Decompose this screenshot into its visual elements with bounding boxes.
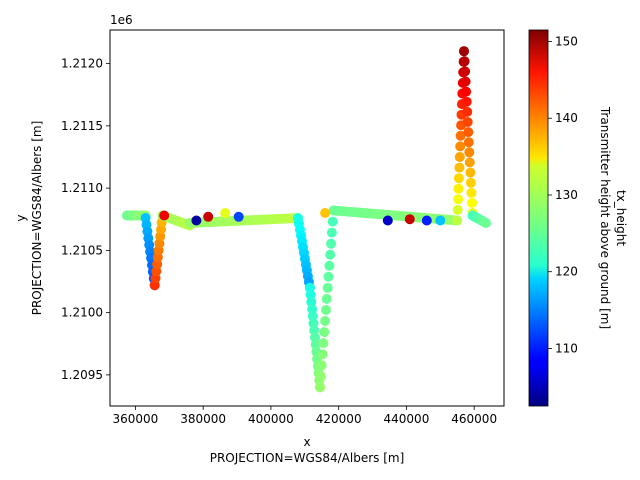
y-axis-label-line1: y — [14, 214, 28, 221]
scatter-point — [460, 66, 471, 77]
y-tick-label: 1.2095 — [61, 368, 103, 382]
scatter-point — [324, 260, 335, 271]
scatter-point — [203, 211, 214, 222]
scatter-point — [325, 249, 336, 260]
x-tick-label: 440000 — [384, 412, 430, 426]
scatter-point — [452, 215, 463, 226]
y-tick-label: 1.2105 — [61, 243, 103, 257]
scatter-point — [327, 216, 338, 227]
x-tick-label: 460000 — [451, 412, 497, 426]
scatter-point — [455, 130, 466, 141]
colorbar-label-line2: Transmitter height above ground [m] — [598, 106, 612, 329]
x-axis-label-line2: PROJECTION=WGS84/Albers [m] — [210, 451, 405, 465]
scatter-point — [467, 197, 477, 208]
scatter-point — [421, 215, 432, 226]
scatter-point — [320, 208, 331, 218]
scatter-point — [326, 227, 337, 238]
scatter-point — [460, 76, 471, 87]
colorbar-ticks: 110 120 130 140 150 — [548, 35, 578, 355]
colorbar — [528, 29, 549, 407]
x-tick-label: 400000 — [248, 412, 294, 426]
scatter-point — [382, 215, 393, 226]
scatter-point — [305, 289, 316, 300]
x-tick-label: 380000 — [180, 412, 226, 426]
y-axis-ticks: 1.2095 1.2100 1.2105 1.2110 1.2115 1.2120 — [61, 57, 110, 382]
x-tick-label: 420000 — [316, 412, 362, 426]
scatter-point — [320, 316, 331, 326]
scatter-point — [404, 214, 415, 225]
scatter-point — [322, 282, 333, 293]
x-axis-ticks: 360000 380000 400000 420000 440000 460000 — [113, 406, 497, 426]
scatter-point — [453, 183, 464, 194]
scatter-point — [481, 218, 491, 228]
scatter-point — [323, 271, 334, 282]
plot-frame — [109, 29, 505, 407]
scatter-point — [459, 56, 470, 67]
scatter-point — [452, 204, 463, 215]
x-axis-label-line1: x — [303, 435, 310, 449]
scatter-point — [463, 137, 474, 148]
colorbar-label-line1: tx_height — [614, 190, 628, 246]
scatter-point — [316, 360, 327, 371]
scatter-point — [455, 141, 466, 152]
scatter-point — [466, 187, 477, 198]
scatter-point — [321, 293, 332, 304]
scatter-point — [453, 173, 464, 184]
scatter-point — [464, 157, 475, 168]
scatter-point — [462, 106, 473, 117]
scatter-point — [465, 167, 476, 178]
scatter-point — [465, 177, 476, 188]
scatter-point — [454, 152, 465, 162]
colorbar-tick-label: 140 — [555, 111, 578, 125]
scatter-point — [233, 211, 244, 222]
scatter-point — [453, 194, 464, 205]
scatter-points — [121, 46, 491, 393]
scatter-point — [159, 210, 170, 221]
scatter-point — [319, 327, 330, 338]
colorbar-tick-label: 110 — [555, 341, 578, 355]
scatter-point — [315, 371, 326, 382]
y-axis-label-line2: PROJECTION=WGS84/Albers [m] — [30, 121, 44, 316]
scatter-point — [459, 46, 469, 57]
scatter-point — [317, 349, 328, 360]
y-tick-label: 1.2110 — [61, 181, 103, 195]
scatter-point — [464, 147, 475, 158]
scatter-point — [461, 96, 472, 107]
scatter-point — [315, 382, 325, 393]
scatter-point — [461, 86, 472, 97]
scatter-point — [463, 127, 474, 138]
scatter-point — [318, 338, 329, 349]
x-tick-label: 360000 — [113, 412, 159, 426]
scatter-point — [191, 215, 202, 226]
y-tick-label: 1.2120 — [61, 57, 103, 71]
colorbar-tick-label: 150 — [555, 35, 578, 49]
scatter-point — [321, 305, 331, 315]
scatter-point — [435, 215, 446, 226]
y-offset-label: 1e6 — [110, 13, 133, 27]
scatter-point — [454, 162, 465, 173]
y-tick-label: 1.2115 — [61, 119, 103, 133]
scatter-point — [462, 117, 473, 127]
scatter-point — [310, 339, 321, 350]
colorbar-tick-label: 120 — [555, 265, 578, 279]
colorbar-tick-label: 130 — [555, 188, 578, 202]
scatter-point — [220, 208, 231, 218]
scatter-point — [326, 238, 337, 249]
y-tick-label: 1.2100 — [61, 306, 103, 320]
